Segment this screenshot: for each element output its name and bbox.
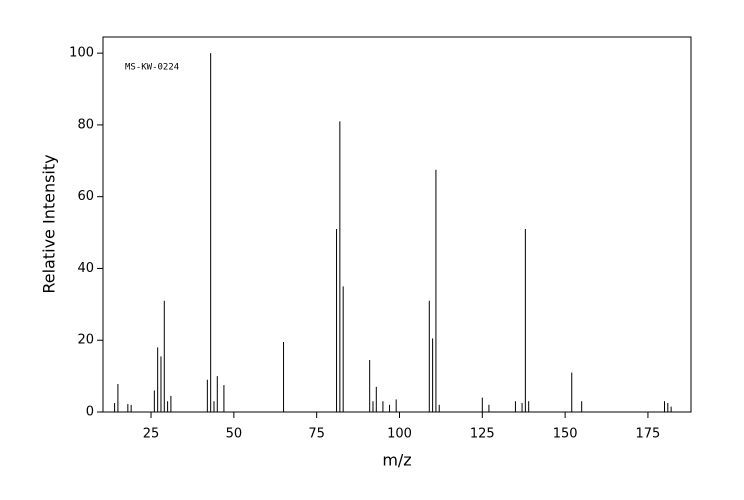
- x-tick-label: 125: [470, 427, 495, 442]
- y-tick-label: 0: [86, 405, 94, 420]
- annotation: MS-KW-0224: [125, 63, 179, 73]
- x-tick-label: 25: [143, 427, 160, 442]
- x-tick-label: 175: [636, 427, 661, 442]
- x-axis-label: m/z: [382, 451, 411, 470]
- y-tick-label: 100: [69, 46, 94, 61]
- x-tick-label: 50: [226, 427, 243, 442]
- x-tick-label: 75: [308, 427, 325, 442]
- plot-frame: [102, 36, 692, 413]
- y-axis-label: Relative Intensity: [40, 154, 59, 293]
- x-tick-label: 150: [553, 427, 578, 442]
- x-tick-label: 100: [387, 427, 412, 442]
- y-tick-label: 80: [77, 117, 94, 132]
- y-tick-label: 20: [77, 333, 94, 348]
- y-tick-label: 60: [77, 189, 94, 204]
- y-tick-label: 40: [77, 261, 94, 276]
